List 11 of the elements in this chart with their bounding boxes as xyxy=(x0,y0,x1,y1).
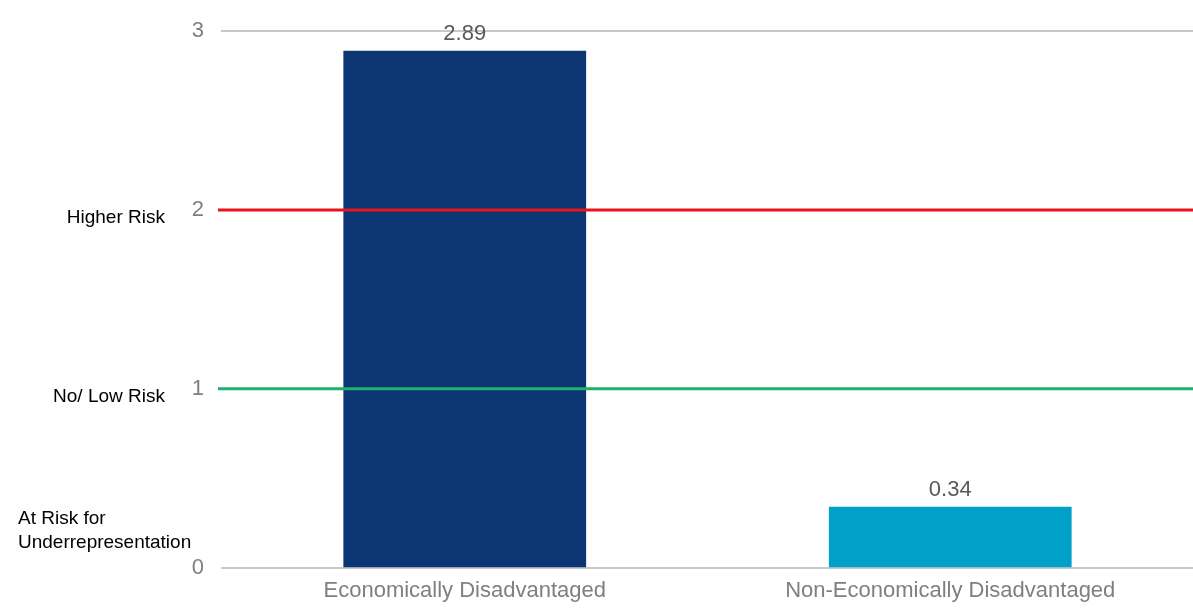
x-tick-label: Economically Disadvantaged xyxy=(323,576,606,602)
y-tick-label: 0 xyxy=(191,553,204,579)
x-tick-label: Non-Economically Disadvantaged xyxy=(785,576,1116,602)
data-label: 0.34 xyxy=(928,475,972,501)
y-tick-label: 3 xyxy=(191,17,204,43)
y-tick-label: 1 xyxy=(191,374,204,400)
ref-line-label: No/ Low Risk xyxy=(53,385,166,407)
data-label: 2.89 xyxy=(443,19,487,45)
ref-line-label: Higher Risk xyxy=(66,206,166,228)
text: At Risk for Underrepresentation xyxy=(18,507,192,553)
y-tick-label: 2 xyxy=(191,196,204,222)
